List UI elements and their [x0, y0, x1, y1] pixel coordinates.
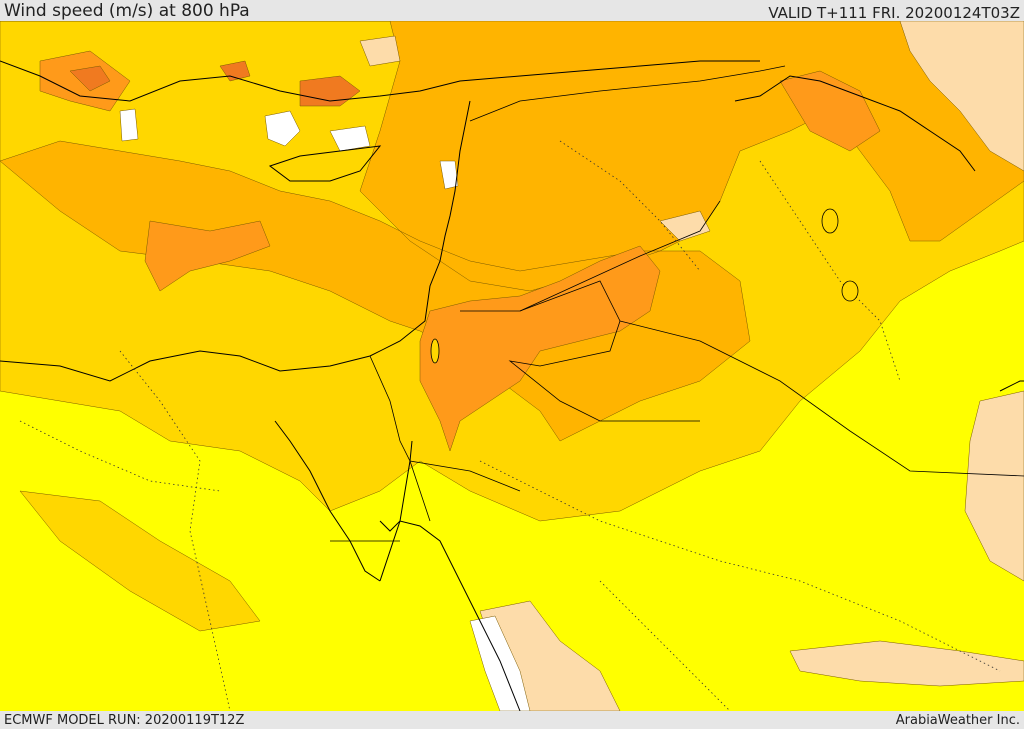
valid-time: VALID T+111 FRI. 20200124T03Z — [768, 4, 1020, 22]
footer-bar: ECMWF MODEL RUN: 20200119T12Z ArabiaWeat… — [0, 711, 1024, 729]
dead-sea — [430, 338, 440, 364]
borders — [330, 65, 1024, 542]
credit-label: ArabiaWeather Inc. — [895, 713, 1020, 728]
contour-low-band — [359, 21, 1024, 711]
contour-highest-band — [39, 50, 881, 452]
model-run-label: ECMWF MODEL RUN: 20200119T12Z — [4, 713, 245, 728]
coastlines — [0, 60, 1024, 711]
map-title: Wind speed (m/s) at 800 hPa — [4, 1, 250, 21]
water-bodies — [430, 208, 859, 364]
header-bar: Wind speed (m/s) at 800 hPa VALID T+111 … — [0, 0, 1024, 22]
contour-lowest-band — [119, 108, 531, 711]
dotted-boundaries — [19, 140, 1001, 711]
wind-speed-map[interactable] — [0, 21, 1024, 711]
